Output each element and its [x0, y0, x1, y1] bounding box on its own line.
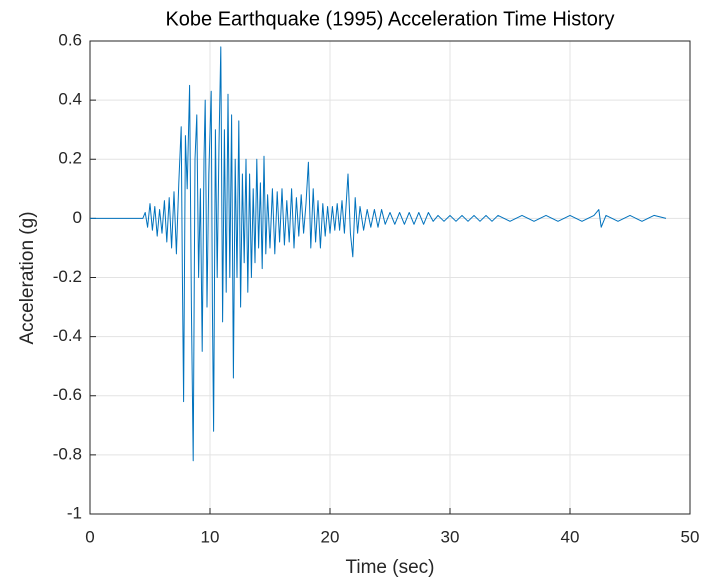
y-tick-label: -0.8 [53, 444, 82, 463]
y-tick-label: -1 [67, 503, 82, 522]
y-tick-label: 0.2 [58, 149, 82, 168]
x-axis-label: Time (sec) [345, 557, 434, 578]
chart-title: Kobe Earthquake (1995) Acceleration Time… [165, 8, 614, 30]
y-axis-label: Acceleration (g) [17, 211, 38, 344]
x-tick-label: 0 [85, 527, 94, 546]
x-tick-label: 20 [321, 527, 340, 546]
x-tick-label: 40 [561, 527, 580, 546]
x-tick-label: 30 [441, 527, 460, 546]
y-tick-label: -0.2 [53, 267, 82, 286]
data-line [90, 46, 667, 462]
x-tick-label: 10 [201, 527, 220, 546]
y-tick-label: -0.6 [53, 385, 82, 404]
y-tick-label: 0.4 [58, 90, 82, 109]
x-tick-label: 50 [681, 527, 700, 546]
plot-frame [89, 40, 691, 515]
y-tick-label: 0 [73, 208, 82, 227]
y-tick-label: 0.6 [58, 30, 82, 49]
y-tick-label: -0.4 [53, 326, 82, 345]
